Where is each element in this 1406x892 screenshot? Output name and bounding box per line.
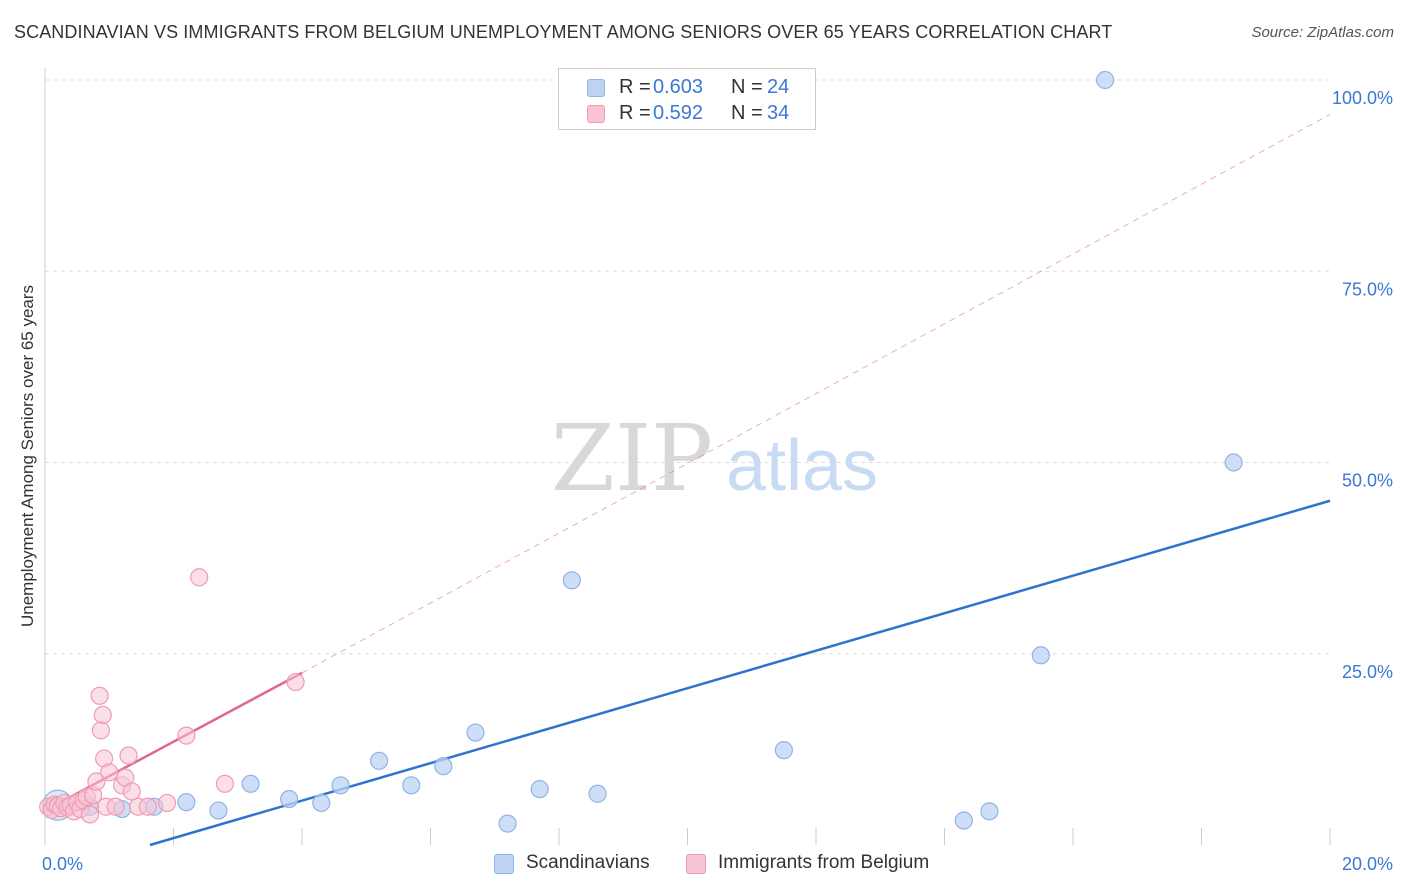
legend-swatch-pink xyxy=(587,105,605,123)
x-tick-label: 20.0% xyxy=(1342,854,1393,874)
point-scandinavians xyxy=(177,793,196,812)
r-value: 0.603 xyxy=(653,76,704,98)
point-scandinavians xyxy=(954,811,973,830)
grid xyxy=(45,79,1330,655)
y-tick-label: 75.0% xyxy=(1342,279,1393,299)
r-label: R = xyxy=(619,76,651,98)
point-belgium xyxy=(93,705,112,725)
n-value: 24 xyxy=(767,76,790,98)
n-value: 34 xyxy=(767,102,790,124)
point-belgium xyxy=(91,721,110,740)
trend-line-scandinavians xyxy=(149,499,1331,847)
legend-label: Immigrants from Belgium xyxy=(718,852,930,873)
stats-row-scandinavians: R = 0.603 N = 24 xyxy=(559,76,815,102)
y-tick-label: 25.0% xyxy=(1342,662,1393,682)
trend-line-belgium-extension xyxy=(301,113,1331,674)
point-belgium xyxy=(286,672,305,692)
n-label: N = xyxy=(731,76,763,98)
legend-swatch-pink xyxy=(686,854,706,874)
legend-label: Scandinavians xyxy=(526,852,650,873)
series-legend: Scandinavians Immigrants from Belgium xyxy=(0,852,1406,878)
watermark-atlas: atlas xyxy=(726,426,878,506)
source-label: Source: ZipAtlas.com xyxy=(1251,24,1394,41)
legend-swatch-blue xyxy=(494,854,514,874)
point-belgium xyxy=(90,686,109,705)
data-points xyxy=(39,70,1243,833)
chart-title: SCANDINAVIAN VS IMMIGRANTS FROM BELGIUM … xyxy=(14,22,1113,42)
point-scandinavians xyxy=(331,776,350,795)
y-tick-label: 50.0% xyxy=(1342,471,1393,491)
point-belgium xyxy=(80,805,100,824)
point-scandinavians xyxy=(588,784,607,803)
point-scandinavians xyxy=(370,751,389,770)
tick-labels: 25.0% 50.0% 75.0% 100.0% 0.0% 20.0% xyxy=(42,88,1393,874)
point-belgium xyxy=(87,772,106,791)
watermark-zip: ZIP xyxy=(551,405,713,512)
axes xyxy=(44,68,1331,845)
point-scandinavians xyxy=(1096,70,1115,90)
point-belgium xyxy=(177,726,196,745)
point-scandinavians xyxy=(530,780,549,799)
point-scandinavians xyxy=(209,801,228,820)
point-scandinavians xyxy=(434,757,453,776)
point-belgium xyxy=(106,797,125,816)
r-value: 0.592 xyxy=(653,102,704,124)
y-tick-label: 100.0% xyxy=(1332,88,1393,108)
point-belgium xyxy=(157,793,177,813)
point-scandinavians xyxy=(280,789,299,809)
point-belgium xyxy=(122,782,141,801)
point-scandinavians xyxy=(562,571,581,590)
n-label: N = xyxy=(731,102,763,124)
watermark: ZIP atlas xyxy=(551,405,878,512)
point-scandinavians xyxy=(402,776,421,795)
point-belgium xyxy=(190,568,209,587)
x-tick-label: 0.0% xyxy=(42,854,83,874)
point-scandinavians xyxy=(498,814,517,833)
point-scandinavians xyxy=(241,774,260,793)
stats-legend: R = 0.603 N = 24 R = 0.592 N = 34 xyxy=(558,68,816,130)
point-belgium xyxy=(100,763,119,782)
point-scandinavians xyxy=(312,793,331,813)
r-label: R = xyxy=(619,102,651,124)
point-scandinavians xyxy=(1224,453,1243,472)
point-scandinavians xyxy=(1031,646,1050,665)
point-belgium xyxy=(215,774,234,793)
point-scandinavians xyxy=(466,723,485,742)
point-scandinavians xyxy=(980,802,999,821)
trend-line-belgium xyxy=(44,671,303,812)
point-belgium xyxy=(138,797,157,816)
stats-row-belgium: R = 0.592 N = 34 xyxy=(559,102,815,128)
legend-swatch-blue xyxy=(587,79,605,97)
point-scandinavians xyxy=(774,741,793,760)
point-belgium xyxy=(119,746,138,765)
